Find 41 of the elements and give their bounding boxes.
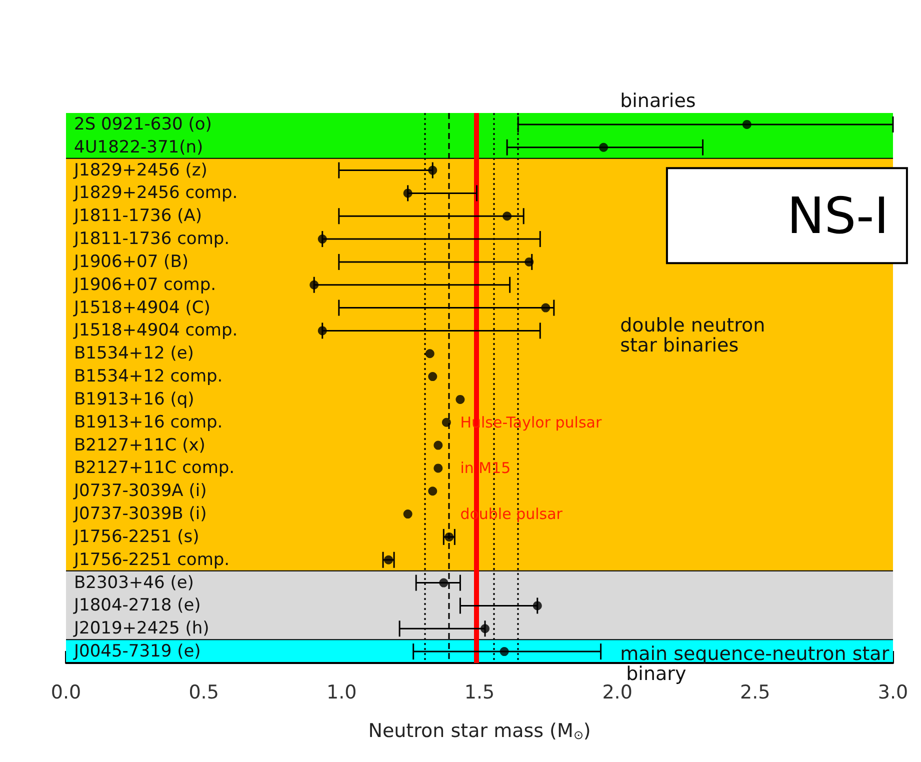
y-tick-label: J1906+07 (B) xyxy=(73,252,188,272)
y-tick-label: J1906+07 comp. xyxy=(73,274,216,295)
y-tick-label: B2303+46 (e) xyxy=(74,572,194,593)
x-tick-label: 0.5 xyxy=(188,682,219,704)
annotation: NS-I xyxy=(786,187,889,246)
y-tick-label: J0737-3039A (i) xyxy=(73,481,207,502)
point xyxy=(425,349,434,358)
point xyxy=(428,486,438,496)
y-tick-label: J1756-2251 (s) xyxy=(73,526,200,547)
x-tick-label: 0.0 xyxy=(50,682,82,704)
annotation: in M15 xyxy=(460,459,511,478)
y-tick-label: B2127+11C comp. xyxy=(74,458,235,478)
point xyxy=(456,394,465,404)
y-tick-label: B1913+16 comp. xyxy=(74,412,223,432)
y-tick-label: B1913+16 (q) xyxy=(74,389,194,410)
band-label: binaries xyxy=(620,90,696,112)
y-tick-label: J1829+2456 comp. xyxy=(73,183,238,204)
y-tick-label: J1811-1736 comp. xyxy=(73,229,230,250)
y-tick-label: J1811-1736 (A) xyxy=(73,206,202,226)
point xyxy=(434,464,443,473)
y-tick-label: J1804-2718 (e) xyxy=(73,596,201,616)
y-tick-label: J0737-3039B (i) xyxy=(73,504,207,524)
y-tick-label: 2S 0921-630 (o) xyxy=(74,114,212,134)
y-tick-label: J1518+4904 comp. xyxy=(73,320,238,341)
y-tick-label: 4U1822-371(n) xyxy=(74,137,204,158)
y-tick-label: B1534+12 (e) xyxy=(74,344,194,364)
point xyxy=(428,372,438,382)
x-tick-label: 1.0 xyxy=(326,682,357,704)
y-tick-label: J2019+2425 (h) xyxy=(73,618,210,639)
band-label: double neutron star binaries xyxy=(620,314,772,357)
point xyxy=(434,440,443,450)
y-tick-label: B2127+11C (x) xyxy=(74,435,206,456)
y-tick-label: J1829+2456 (z) xyxy=(73,160,208,180)
point xyxy=(442,418,451,427)
y-tick-label: B1534+12 comp. xyxy=(74,366,223,387)
x-axis-title: Neutron star mass (M⊙) xyxy=(368,720,591,742)
y-tick-label: J1518+4904 (C) xyxy=(73,298,210,318)
x-tick-label: 1.5 xyxy=(464,682,495,704)
y-tick-label: J0045-7319 (e) xyxy=(73,642,201,662)
y-tick-label: J1756-2251 comp. xyxy=(73,550,230,570)
point xyxy=(403,510,412,519)
